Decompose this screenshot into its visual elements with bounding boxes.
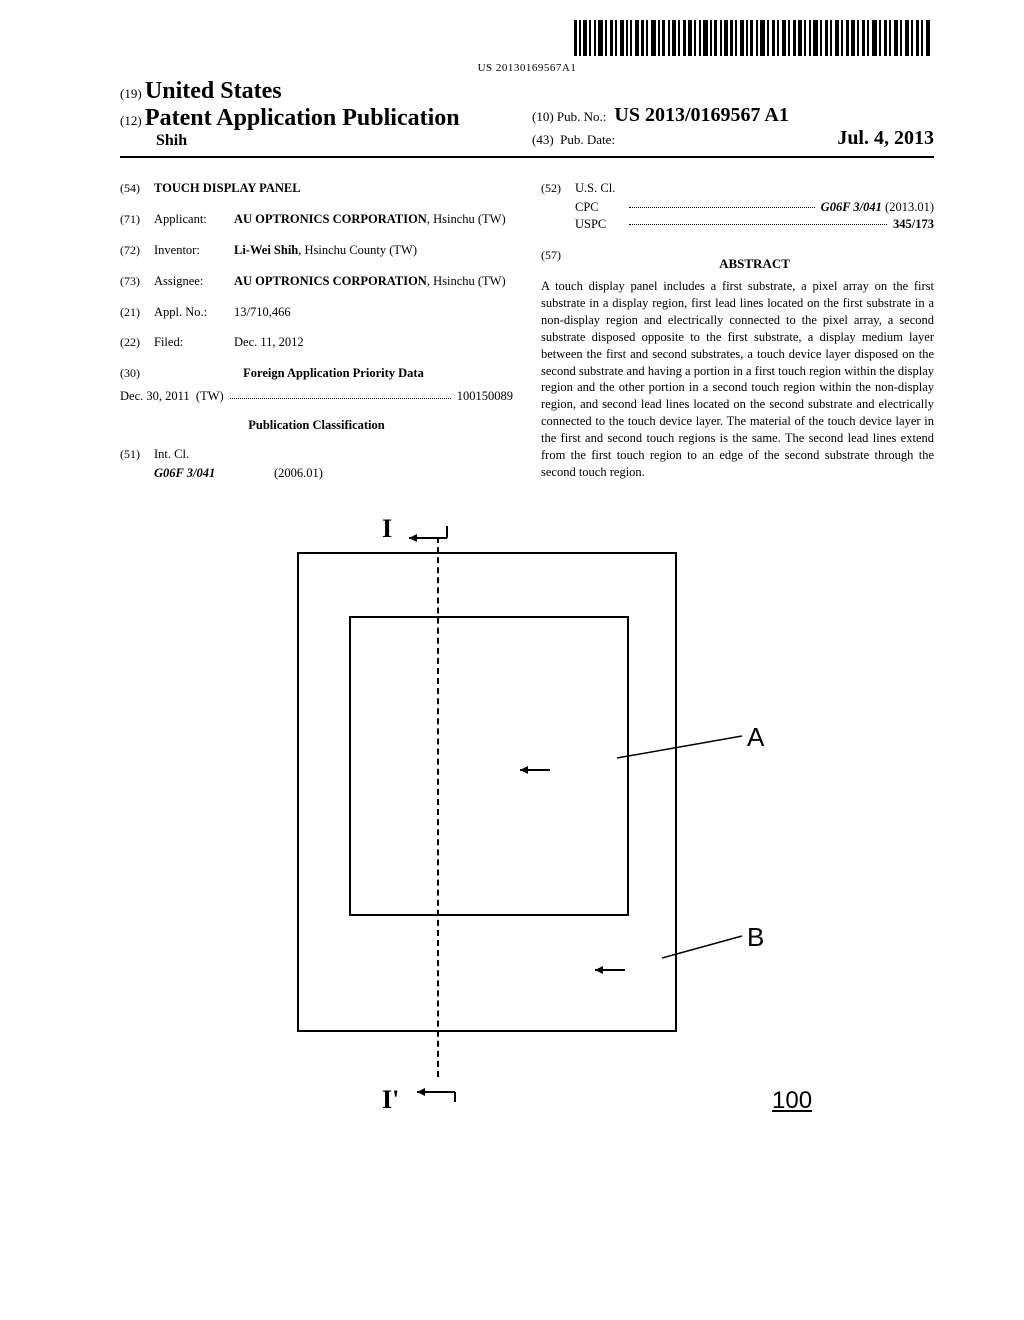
dot-leader bbox=[230, 385, 451, 399]
code-19: (19) bbox=[120, 86, 142, 101]
code-43: (43) bbox=[532, 132, 554, 147]
patent-page: US 20130169567A1 (19) United States (12)… bbox=[0, 0, 1024, 1152]
arrow-inside-A bbox=[512, 762, 552, 778]
priority-country: (TW) bbox=[196, 388, 224, 405]
intcl-version: (2006.01) bbox=[274, 465, 323, 482]
field-71: (71) Applicant: AU OPTRONICS CORPORATION… bbox=[120, 211, 513, 228]
assignee-loc: Hsinchu (TW) bbox=[433, 274, 506, 288]
arrow-I-top bbox=[399, 524, 449, 544]
header-left: (19) United States (12) Patent Applicati… bbox=[120, 78, 522, 150]
biblio-columns: (54) TOUCH DISPLAY PANEL (71) Applicant:… bbox=[120, 180, 934, 482]
priority-row: Dec. 30, 2011 (TW) 100150089 bbox=[120, 388, 513, 405]
header-right: (10) Pub. No.: US 2013/0169567 A1 (43) P… bbox=[522, 104, 934, 150]
header: (19) United States (12) Patent Applicati… bbox=[120, 78, 934, 158]
abstract-text: A touch display panel includes a first s… bbox=[541, 278, 934, 481]
invention-title: TOUCH DISPLAY PANEL bbox=[154, 180, 513, 197]
pubdate-label: Pub. Date: bbox=[560, 132, 615, 147]
inventor-name: Li-Wei Shih bbox=[234, 243, 298, 257]
field-52: (52) U.S. Cl. bbox=[541, 180, 934, 197]
assignee-name: AU OPTRONICS CORPORATION bbox=[234, 274, 427, 288]
applicant-name: AU OPTRONICS CORPORATION bbox=[234, 212, 427, 226]
label-A: A bbox=[747, 722, 764, 753]
priority-date: Dec. 30, 2011 bbox=[120, 388, 190, 405]
leader-B bbox=[662, 930, 752, 960]
barcode-block: US 20130169567A1 bbox=[120, 20, 934, 74]
uspc-val: 345/173 bbox=[893, 216, 934, 233]
intcl-label: Int. Cl. bbox=[154, 446, 513, 463]
intcl-code: G06F 3/041 bbox=[154, 465, 274, 482]
uspc-row: USPC 345/173 bbox=[575, 216, 934, 233]
field-72: (72) Inventor: Li-Wei Shih, Hsinchu Coun… bbox=[120, 242, 513, 259]
pubdate-value: Jul. 4, 2013 bbox=[837, 127, 934, 150]
appl-no: 13/710,466 bbox=[234, 304, 513, 321]
country: United States bbox=[145, 78, 282, 104]
dot-leader bbox=[629, 224, 887, 225]
barcode bbox=[574, 20, 934, 56]
inner-rect bbox=[349, 616, 629, 916]
label-I-bot: I' bbox=[382, 1085, 399, 1115]
filed-date: Dec. 11, 2012 bbox=[234, 334, 513, 351]
right-column: (52) U.S. Cl. CPC G06F 3/041 (2013.01) U… bbox=[541, 180, 934, 482]
uscl-label: U.S. Cl. bbox=[575, 180, 934, 197]
left-column: (54) TOUCH DISPLAY PANEL (71) Applicant:… bbox=[120, 180, 513, 482]
field-22: (22) Filed: Dec. 11, 2012 bbox=[120, 334, 513, 351]
cpc-year: (2013.01) bbox=[885, 199, 934, 216]
field-21: (21) Appl. No.: 13/710,466 bbox=[120, 304, 513, 321]
dot-leader bbox=[629, 207, 815, 208]
barcode-number: US 20130169567A1 bbox=[120, 62, 934, 74]
pub-class-heading: Publication Classification bbox=[120, 417, 513, 434]
priority-title: Foreign Application Priority Data bbox=[154, 365, 513, 382]
ref-100: 100 bbox=[772, 1087, 812, 1115]
author-name: Shih bbox=[120, 132, 522, 150]
pubno-label: Pub. No.: bbox=[557, 109, 606, 125]
applicant-loc: Hsinchu (TW) bbox=[433, 212, 506, 226]
cpc-val: G06F 3/041 bbox=[821, 199, 882, 216]
abstract-heading: ABSTRACT bbox=[575, 255, 934, 273]
field-51: (51) Int. Cl. bbox=[120, 446, 513, 463]
field-30: (30) Foreign Application Priority Data bbox=[120, 365, 513, 382]
field-73: (73) Assignee: AU OPTRONICS CORPORATION,… bbox=[120, 273, 513, 290]
pubno-value: US 2013/0169567 A1 bbox=[614, 104, 788, 127]
field-54: (54) TOUCH DISPLAY PANEL bbox=[120, 180, 513, 197]
label-I-top: I bbox=[382, 514, 392, 544]
priority-appno: 100150089 bbox=[457, 388, 513, 405]
arrow-I-bot bbox=[407, 1084, 457, 1104]
arrow-inside-B bbox=[587, 962, 627, 978]
app-pub-title: Patent Application Publication bbox=[145, 105, 460, 131]
code-12: (12) bbox=[120, 113, 142, 128]
code-10: (10) bbox=[532, 109, 554, 125]
intcl-row: G06F 3/041 (2006.01) bbox=[120, 465, 513, 482]
inventor-loc: Hsinchu County (TW) bbox=[305, 243, 417, 257]
code-57: (57) bbox=[541, 247, 575, 279]
leader-A bbox=[617, 730, 747, 760]
cpc-row: CPC G06F 3/041 (2013.01) bbox=[575, 199, 934, 216]
patent-figure: I I' A B 10 bbox=[217, 512, 837, 1132]
